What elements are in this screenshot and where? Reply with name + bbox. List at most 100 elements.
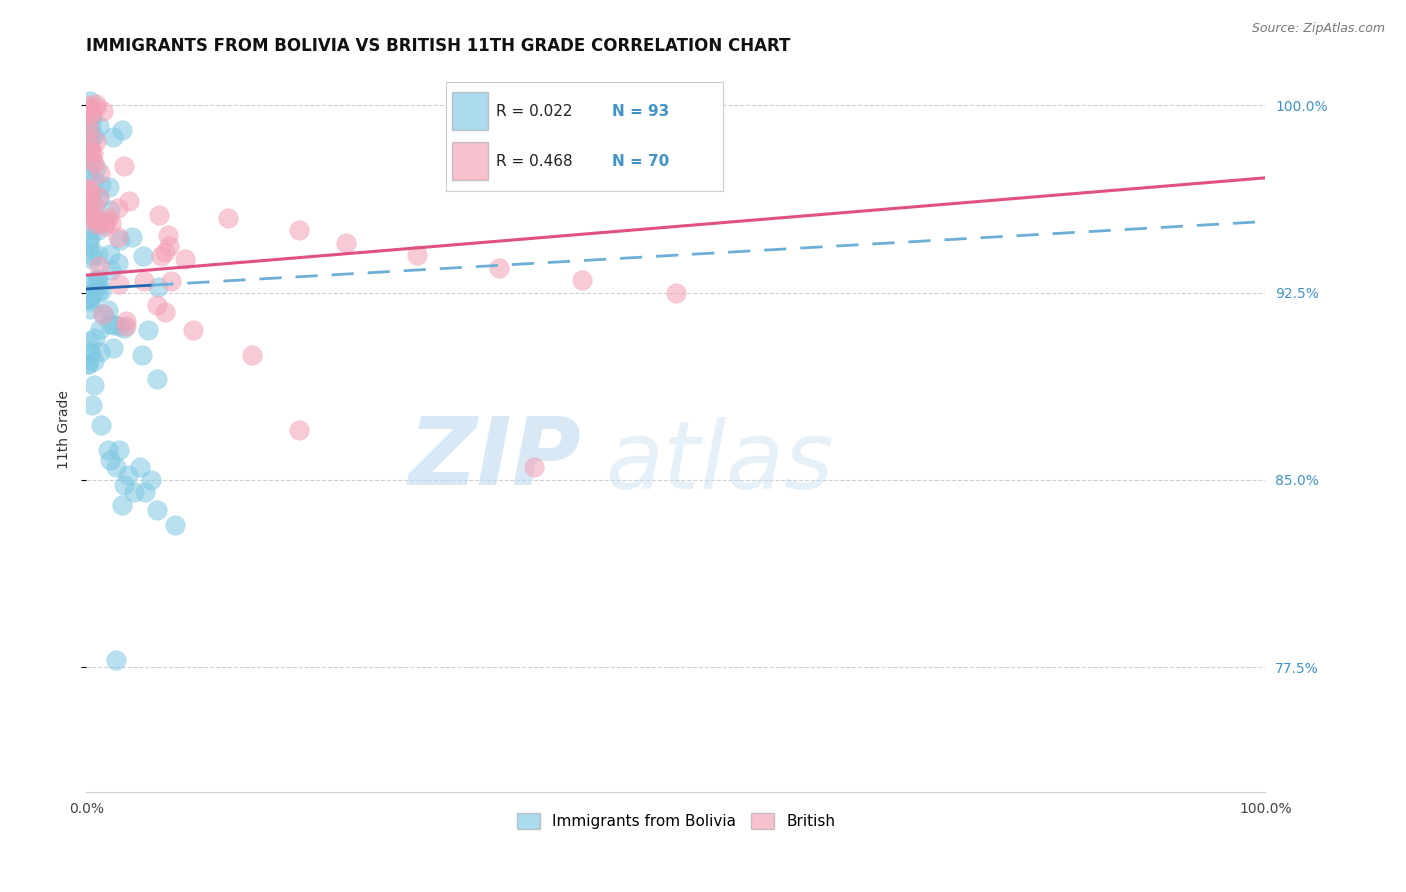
Point — [146, 279, 169, 293]
Point — [79, 143, 101, 157]
Point — [87, 247, 110, 261]
Point — [118, 194, 141, 208]
Point — [132, 274, 155, 288]
Point — [82, 173, 104, 187]
Point — [80, 107, 103, 121]
Point — [79, 294, 101, 309]
Point — [82, 398, 104, 412]
Point — [117, 467, 139, 482]
Point — [77, 211, 100, 226]
Point — [77, 239, 100, 253]
Point — [79, 154, 101, 169]
Point — [174, 252, 197, 267]
Point — [132, 249, 155, 263]
Point — [80, 291, 103, 305]
Point — [84, 273, 107, 287]
Point — [76, 233, 98, 247]
Point — [90, 178, 112, 192]
Point — [240, 348, 263, 362]
Point — [83, 330, 105, 344]
Point — [80, 198, 103, 212]
Point — [84, 218, 107, 232]
Point — [83, 275, 105, 289]
Point — [93, 216, 115, 230]
Point — [121, 230, 143, 244]
Point — [91, 306, 114, 320]
Point — [77, 107, 100, 121]
Point — [107, 256, 129, 270]
Point — [108, 319, 131, 334]
Point — [79, 183, 101, 197]
Point — [100, 216, 122, 230]
Point — [84, 161, 107, 176]
Point — [111, 122, 134, 136]
Point — [87, 277, 110, 291]
Point — [76, 207, 98, 221]
Legend: Immigrants from Bolivia, British: Immigrants from Bolivia, British — [510, 806, 841, 835]
Point — [77, 105, 100, 120]
Point — [80, 110, 103, 124]
Point — [83, 285, 105, 300]
Point — [76, 184, 98, 198]
Point — [80, 220, 103, 235]
Point — [405, 248, 427, 262]
Point — [89, 322, 111, 336]
Text: IMMIGRANTS FROM BOLIVIA VS BRITISH 11TH GRADE CORRELATION CHART: IMMIGRANTS FROM BOLIVIA VS BRITISH 11TH … — [86, 37, 790, 55]
Point — [80, 128, 103, 143]
Point — [108, 442, 131, 457]
Point — [87, 285, 110, 300]
Point — [103, 318, 125, 332]
Text: Source: ZipAtlas.com: Source: ZipAtlas.com — [1251, 22, 1385, 36]
Point — [86, 97, 108, 112]
Point — [571, 273, 593, 287]
Point — [115, 313, 138, 327]
Point — [104, 653, 127, 667]
Point — [112, 478, 135, 492]
Point — [83, 378, 105, 392]
Text: ZIP: ZIP — [409, 413, 582, 505]
Point — [76, 164, 98, 178]
Point — [153, 305, 176, 319]
Point — [84, 100, 107, 114]
Point — [79, 118, 101, 132]
Point — [77, 137, 100, 152]
Point — [146, 503, 169, 517]
Point — [115, 319, 138, 334]
Point — [97, 442, 120, 457]
Point — [79, 94, 101, 108]
Point — [80, 252, 103, 267]
Point — [79, 287, 101, 301]
Point — [76, 357, 98, 371]
Point — [112, 321, 135, 335]
Point — [89, 166, 111, 180]
Point — [153, 244, 176, 259]
Point — [134, 485, 156, 500]
Point — [103, 341, 125, 355]
Point — [77, 98, 100, 112]
Point — [82, 248, 104, 262]
Point — [488, 260, 510, 275]
Point — [82, 145, 104, 160]
Y-axis label: 11th Grade: 11th Grade — [58, 391, 72, 469]
Point — [76, 286, 98, 301]
Point — [89, 192, 111, 206]
Point — [76, 121, 98, 136]
Point — [97, 303, 120, 318]
Point — [112, 159, 135, 173]
Point — [146, 372, 169, 386]
Point — [108, 277, 131, 291]
Point — [98, 317, 121, 331]
Point — [77, 189, 100, 203]
Point — [141, 473, 163, 487]
Point — [80, 145, 103, 159]
Point — [287, 223, 309, 237]
Point — [98, 246, 121, 260]
Point — [163, 517, 186, 532]
Point — [287, 423, 309, 437]
Point — [76, 131, 98, 145]
Point — [128, 460, 150, 475]
Point — [101, 130, 124, 145]
Point — [122, 485, 145, 500]
Point — [90, 417, 112, 432]
Point — [108, 233, 131, 247]
